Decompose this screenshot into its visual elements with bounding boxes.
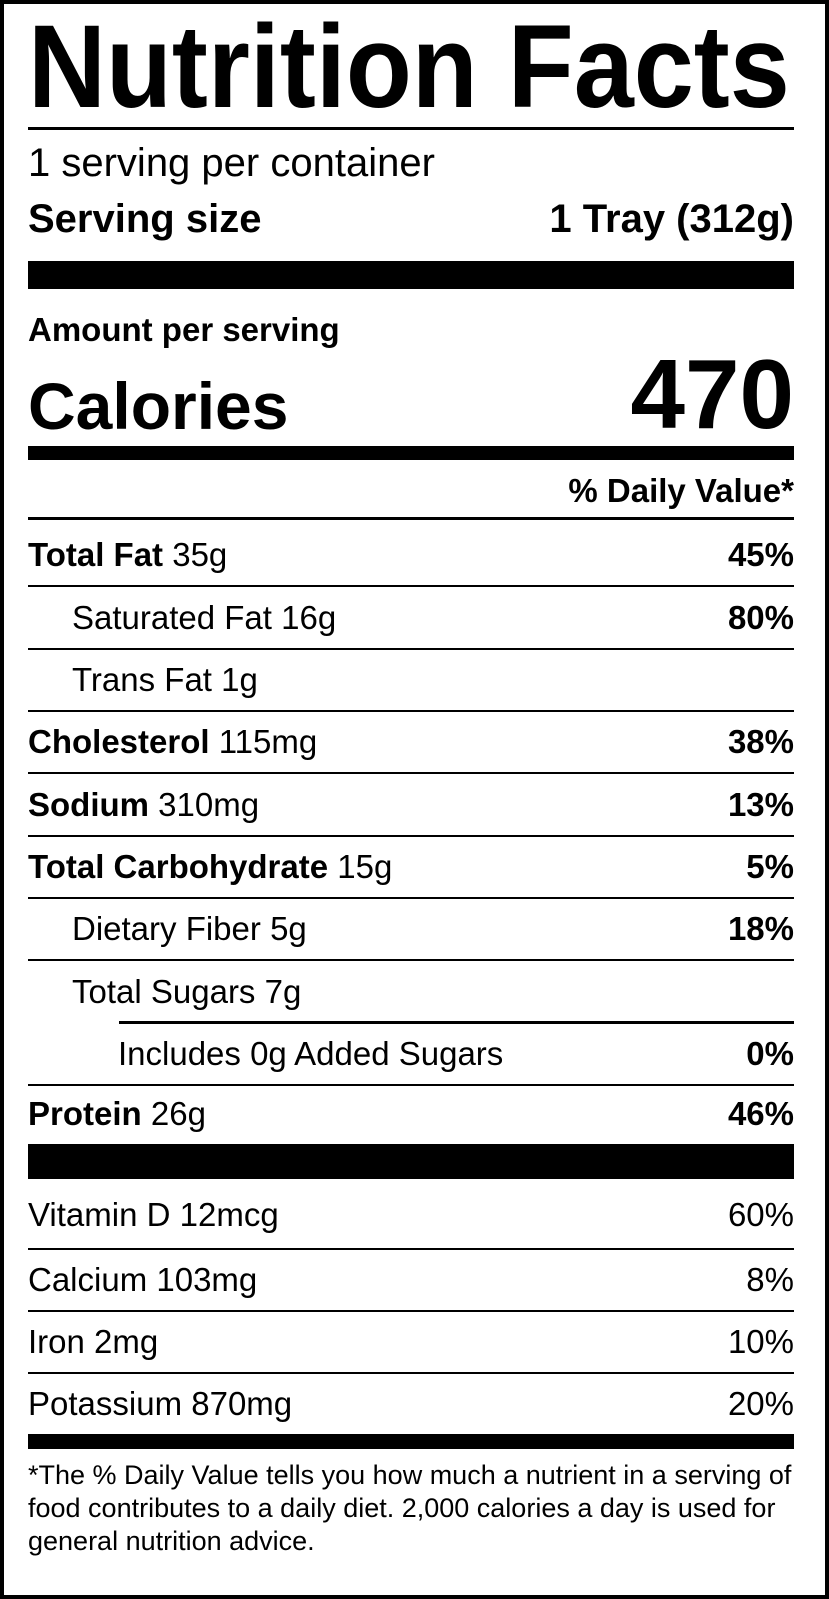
nutrient-dv: 13% (727, 785, 794, 823)
nutrient-amount: 5g (270, 910, 307, 948)
amount-per-serving: Amount per serving (28, 310, 794, 350)
serving-size-label: Serving size (28, 196, 262, 241)
nutrient-row-cholesterol: Cholesterol 115mg 38% (28, 712, 794, 775)
nutrient-amount: 15g (337, 847, 393, 885)
vitamin-amount: 2mg (94, 1323, 159, 1361)
vitamin-dv: 60% (727, 1196, 794, 1233)
nutrient-row-total-sugars: Total Sugars 7g (28, 961, 794, 1023)
nutrient-dv: 45% (727, 536, 794, 574)
nutrient-dv: 18% (727, 910, 794, 948)
nutrient-name: Trans Fat (72, 661, 212, 699)
vitamin-dv: 8% (746, 1261, 794, 1299)
servings-text: 1 serving per container (28, 140, 435, 185)
label-title: Nutrition Facts (28, 1, 790, 133)
amount-label: Amount per serving (28, 311, 340, 348)
thick-divider (28, 261, 794, 289)
nutrient-amount: 310mg (158, 785, 260, 823)
nutrient-name: Total Fat (28, 536, 164, 574)
vitamin-name: Potassium (28, 1385, 183, 1422)
nutrient-row-protein: Protein 26g 46% (28, 1085, 794, 1143)
nutrient-row-dietary-fiber: Dietary Fiber 5g 18% (28, 899, 794, 962)
vitamin-row-calcium: Calcium 103mg 8% (28, 1250, 794, 1313)
nutrient-amount: 26g (150, 1095, 206, 1132)
nutrient-name: Saturated Fat (72, 598, 272, 636)
vitamin-amount: 870mg (191, 1385, 293, 1422)
calories-value: 470 (630, 338, 794, 449)
nutrient-dv: 38% (727, 723, 794, 761)
vitamin-dv: 10% (727, 1323, 794, 1361)
nutrient-amount: 1g (221, 661, 258, 699)
nutrient-row-added-sugars: Includes 0g Added Sugars 0% (28, 1024, 794, 1087)
nutrient-name: Includes 0g Added Sugars (118, 1035, 504, 1073)
partial-divider (119, 1021, 794, 1024)
nutrient-row-total-carbohydrate: Total Carbohydrate 15g 5% (28, 837, 794, 899)
thick-divider (28, 1144, 794, 1179)
nutrient-amount: 7g (264, 973, 302, 1011)
nutrient-name: Dietary Fiber (72, 910, 261, 948)
nutrient-amount: 35g (172, 536, 228, 574)
nutrient-dv: 5% (746, 847, 794, 885)
medium-divider (28, 446, 794, 460)
calories-label: Calories (28, 369, 289, 443)
nutrient-row-trans-fat: Trans Fat 1g (28, 650, 794, 713)
vitamin-name: Iron (28, 1323, 85, 1361)
nutrient-dv: 46% (727, 1095, 794, 1132)
nutrient-name: Total Sugars (72, 973, 256, 1011)
vitamin-name: Vitamin D (28, 1196, 171, 1233)
vitamin-name: Calcium (28, 1261, 148, 1299)
vitamin-row-vitamin-d: Vitamin D 12mcg 60% (28, 1182, 794, 1250)
nutrient-dv: 80% (727, 598, 794, 636)
nutrient-name: Sodium (28, 785, 149, 823)
daily-value-header-text: % Daily Value* (568, 472, 794, 509)
nutrient-dv: 0% (746, 1035, 794, 1073)
vitamin-dv: 20% (727, 1385, 794, 1422)
divider (28, 127, 794, 130)
serving-size: Serving size 1 Tray (312g) (28, 194, 794, 244)
daily-value-header: % Daily Value* (28, 466, 794, 516)
footnote: *The % Daily Value tells you how much a … (28, 1460, 792, 1556)
nutrient-name: Cholesterol (28, 723, 210, 761)
medium-divider (28, 1434, 794, 1449)
nutrient-amount: 115mg (218, 723, 318, 761)
divider (28, 517, 794, 520)
nutrient-name: Protein (28, 1095, 142, 1132)
vitamin-amount: 103mg (156, 1261, 258, 1299)
nutrient-amount: 16g (281, 598, 337, 636)
servings-per-container: 1 serving per container (28, 140, 794, 186)
nutrient-name: Total Carbohydrate (28, 847, 329, 885)
nutrient-row-saturated-fat: Saturated Fat 16g 80% (28, 588, 794, 650)
nutrient-row-sodium: Sodium 310mg 13% (28, 775, 794, 837)
serving-size-value: 1 Tray (312g) (549, 196, 794, 241)
calories-row: Calories 470 (28, 339, 794, 449)
vitamin-row-potassium: Potassium 870mg 20% (28, 1375, 794, 1433)
vitamin-row-iron: Iron 2mg 10% (28, 1312, 794, 1375)
nutrient-row-total-fat: Total Fat 35g 45% (28, 525, 794, 588)
vitamin-amount: 12mcg (179, 1196, 279, 1233)
